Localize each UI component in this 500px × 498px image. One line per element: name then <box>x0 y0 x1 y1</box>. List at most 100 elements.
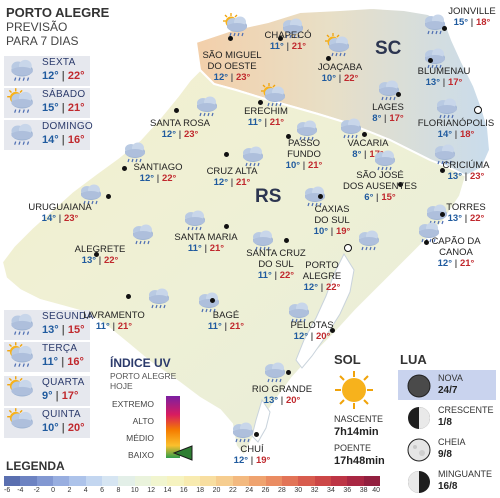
sun-cloud-icon <box>4 406 36 438</box>
city-name: VACARIA <box>347 138 389 149</box>
scale-tick: 22 <box>228 487 237 494</box>
city-label: RIO GRANDE 13° | 20° <box>252 384 312 406</box>
scale-tick: 0 <box>51 487 55 494</box>
city-temps: 10° | 21° <box>285 160 323 171</box>
city-label: ERECHIM 11° | 21° <box>244 106 288 128</box>
moon-phase-date: 16/8 <box>438 481 458 492</box>
temperature-color-scale <box>4 476 380 486</box>
capital-marker <box>344 244 352 252</box>
day-name: SÁBADO <box>42 89 86 100</box>
temp-max: 18° <box>459 129 475 140</box>
uv-city: PORTO ALEGRE <box>110 371 177 381</box>
rain-cloud-icon <box>430 94 460 120</box>
scale-swatch <box>85 476 103 486</box>
uv-level-alto: ALTO <box>132 416 154 426</box>
last-quarter-moon-icon <box>408 471 430 493</box>
scale-swatch <box>134 476 152 486</box>
scale-tick: 14 <box>163 487 172 494</box>
city-name: JOAÇABA <box>317 62 363 73</box>
scale-tick: 24 <box>245 487 254 494</box>
temp-min: 10° <box>42 422 59 434</box>
temp-max: 21° <box>307 160 323 171</box>
temp-min: 14° <box>41 213 57 224</box>
sun-title: SOL <box>334 352 361 367</box>
temp-max: 23° <box>63 213 79 224</box>
temp-max: 18° <box>475 17 491 28</box>
forecast-period: PARA 7 DIAS <box>6 34 79 48</box>
temp-min: 12° <box>303 282 319 293</box>
sun-icon <box>335 371 373 409</box>
scale-swatch <box>330 476 348 486</box>
city-temps: 14° | 18° <box>437 129 475 140</box>
city-label: JOAÇABA 10° | 22° <box>318 62 362 84</box>
city-marker <box>326 56 331 61</box>
temp-min: 11° <box>42 356 59 368</box>
scale-tick: 34 <box>327 487 335 494</box>
temp-min: 11° <box>207 321 222 332</box>
temp-min: 11° <box>257 270 272 281</box>
moon-title: LUA <box>400 352 427 367</box>
city-label: SANTA ROSA 12° | 23° <box>150 118 210 140</box>
day-forecast-3: SEGUNDA 13° | 15° <box>4 308 94 342</box>
city-marker <box>442 26 447 31</box>
scale-tick: 16 <box>179 487 188 494</box>
scale-tick: 20 <box>212 487 221 494</box>
temp-max: 21° <box>269 117 285 128</box>
rain-cloud-icon <box>258 358 288 384</box>
temp-min: 8° <box>372 113 382 124</box>
temp-min: 14° <box>42 134 59 146</box>
temp-min: 10° <box>313 226 329 237</box>
rain-cloud-icon <box>190 92 220 118</box>
temp-min: 15° <box>42 102 59 114</box>
sun-rain-cloud-icon <box>4 340 36 372</box>
city-name: CHUÍ <box>240 444 264 455</box>
temp-max: 16° <box>67 134 85 146</box>
uv-title: ÍNDICE UV <box>110 356 171 370</box>
day-name: DOMINGO <box>42 121 93 132</box>
city-temps: 11° | 21° <box>95 321 133 332</box>
rain-cloud-icon <box>226 418 256 444</box>
scale-tick: 18 <box>196 487 205 494</box>
city-name: JOINVILLE <box>448 6 496 17</box>
city-name: LAGES <box>372 102 404 113</box>
temp-min: 12° <box>213 177 229 188</box>
scale-tick: -2 <box>33 487 40 494</box>
scale-tick: 28 <box>278 487 286 494</box>
city-marker <box>278 36 283 41</box>
temp-max: 17° <box>61 390 79 402</box>
temp-max: 23° <box>235 72 251 83</box>
scale-swatch <box>281 476 299 486</box>
rain-cloud-icon <box>4 308 36 340</box>
moon-phase-date: 24/7 <box>438 385 458 396</box>
day-temps: 14° | 16° <box>42 134 85 146</box>
city-temps: 6° | 15° <box>364 192 396 203</box>
moon-phase-nova: NOVA 24/7 <box>398 370 496 400</box>
city-marker <box>428 58 433 63</box>
lagoa-mirim <box>251 398 271 443</box>
city-marker <box>362 132 367 137</box>
rain-cloud-icon <box>368 146 398 172</box>
city-label: TORRES 13° | 22° <box>446 202 485 224</box>
scale-swatch <box>53 476 70 486</box>
temp-max: 15° <box>381 192 396 203</box>
temp-min: 14° <box>437 129 453 140</box>
sun-rain-cloud-icon <box>4 86 36 118</box>
city-name: DO SUL <box>258 259 294 270</box>
city-marker <box>286 134 291 139</box>
day-name: SEGUNDA <box>42 311 94 322</box>
moon-phase-name: NOVA <box>438 373 463 383</box>
city-temps: 15° | 18° <box>453 17 491 28</box>
city-temps: 11° | 21° <box>187 243 225 254</box>
moon-phase-date: 9/8 <box>438 449 452 460</box>
sun-rain-cloud-icon <box>258 82 288 108</box>
city-marker <box>396 92 401 97</box>
forecast-subtitle: PREVISÃO <box>6 20 68 34</box>
city-temps: 13° | 20° <box>263 395 301 406</box>
city-marker <box>440 212 445 217</box>
city-title: PORTO ALEGRE <box>6 5 110 20</box>
moon-phase-minguante: MINGUANTE 16/8 <box>398 466 496 496</box>
rs-state-shape <box>0 68 468 458</box>
temp-max: 21° <box>209 243 225 254</box>
city-name: ERECHIM <box>244 106 288 117</box>
day-temps: 15° | 21° <box>42 102 85 114</box>
